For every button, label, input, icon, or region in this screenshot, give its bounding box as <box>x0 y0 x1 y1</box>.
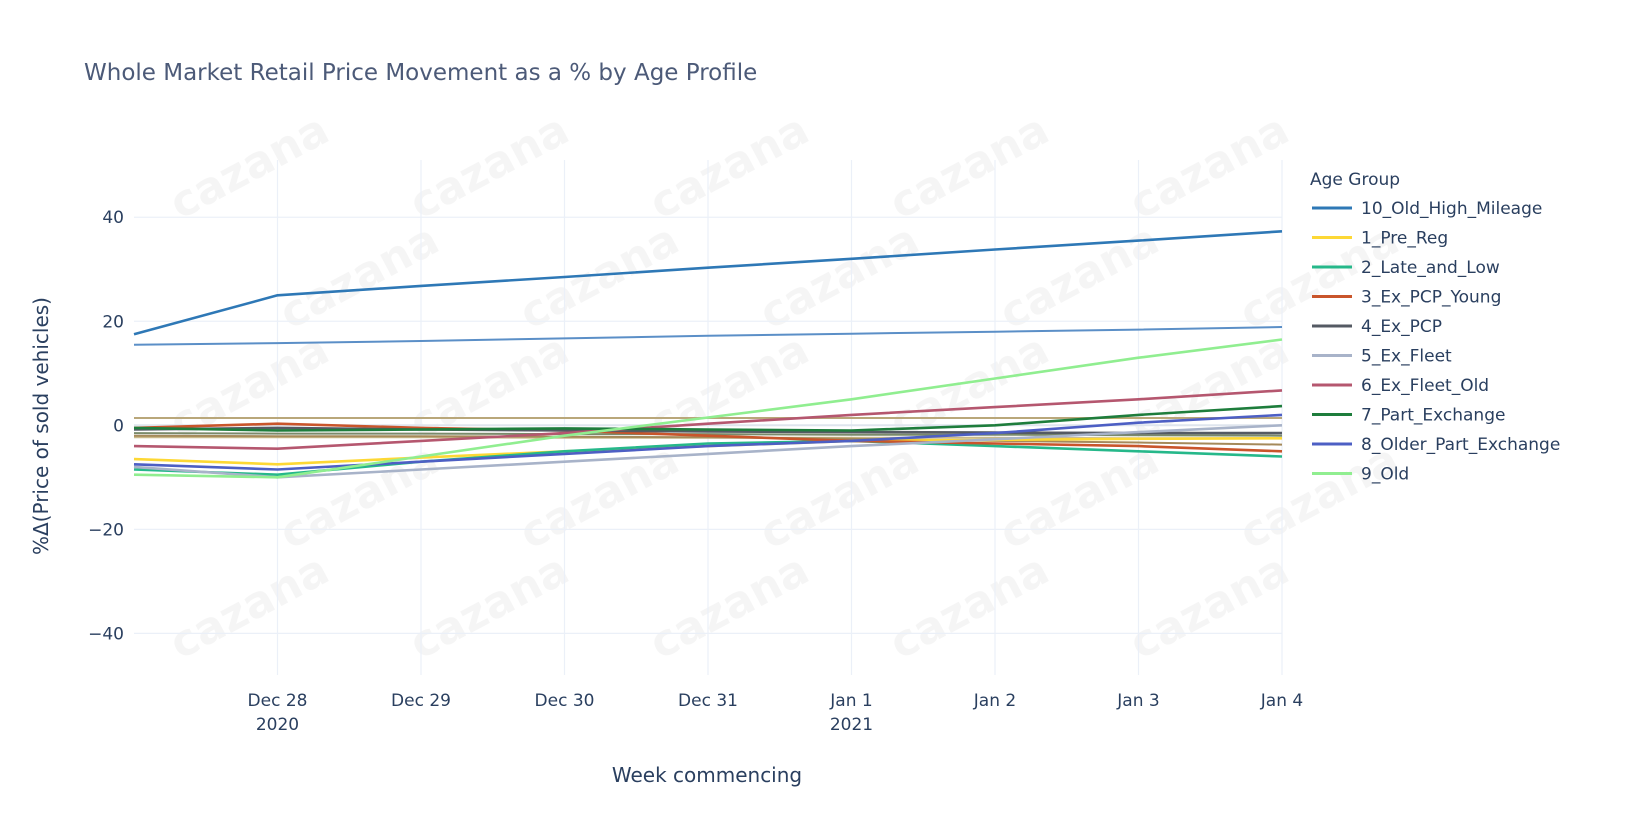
series-line-unlabeled[interactable] <box>133 434 1283 446</box>
watermark-text: cazana <box>401 544 577 670</box>
x-tick-label: Jan 3 <box>1116 691 1159 711</box>
x-tick-year-label: 2020 <box>256 715 299 735</box>
legend-label: 2_Late_and_Low <box>1361 258 1500 278</box>
series-line-3-ex-pcp-young[interactable] <box>133 422 1283 453</box>
watermark-text: cazana <box>881 544 1057 670</box>
watermark-text: cazana <box>881 104 1057 230</box>
watermark-text: cazana <box>641 544 817 670</box>
x-tick-label: Dec 30 <box>535 691 595 711</box>
legend-label: 9_Old <box>1361 465 1409 485</box>
watermark-text: cazana <box>991 434 1167 560</box>
x-tick-year-label: 2021 <box>830 715 873 735</box>
watermark-text: cazana <box>751 434 927 560</box>
y-tick-label: −20 <box>88 520 124 540</box>
legend-label: 5_Ex_Fleet <box>1361 347 1452 367</box>
chart-title: Whole Market Retail Price Movement as a … <box>84 60 757 86</box>
legend-label: 1_Pre_Reg <box>1361 229 1448 249</box>
watermark-text: cazana <box>401 104 577 230</box>
x-tick-label: Jan 2 <box>973 691 1016 711</box>
legend-label: 4_Ex_PCP <box>1361 317 1442 337</box>
x-tick-label: Jan 4 <box>1260 691 1303 711</box>
y-tick-label: 40 <box>102 208 124 228</box>
series-line-8-older-part-exchange[interactable] <box>133 413 1283 471</box>
x-tick-label: Dec 31 <box>678 691 738 711</box>
x-tick-label: Jan 1 <box>829 691 872 711</box>
legend-item[interactable]: 3_Ex_PCP_Young <box>1312 288 1501 308</box>
series-line-9-old[interactable] <box>133 338 1283 479</box>
legend-item[interactable]: 4_Ex_PCP <box>1312 317 1442 337</box>
y-axis-ticks: 40 20 0 −20 −40 <box>88 208 124 644</box>
legend-label: 3_Ex_PCP_Young <box>1361 288 1501 308</box>
y-tick-label: −40 <box>88 624 124 644</box>
series-line-7-part-exchange[interactable] <box>133 404 1283 432</box>
legend-item[interactable]: 9_Old <box>1312 465 1409 485</box>
x-axis-ticks: Dec 28 2020 Dec 29 Dec 30 Dec 31 Jan 1 2021 Jan… <box>248 691 1304 735</box>
series-line-10-old-high-mileage[interactable] <box>133 230 1283 336</box>
watermark-text: cazana <box>1121 104 1297 230</box>
series-line-unlabeled[interactable] <box>133 326 1283 346</box>
series-line-5-ex-fleet[interactable] <box>133 424 1283 479</box>
legend-item[interactable]: 7_Part_Exchange <box>1312 406 1505 426</box>
series-lines <box>133 230 1283 479</box>
y-axis-title: %Δ(Price of sold vehicles) <box>29 297 53 555</box>
legend-title: Age Group <box>1310 170 1400 190</box>
x-tick-label: Dec 28 <box>248 691 308 711</box>
series-line-4-ex-pcp[interactable] <box>133 426 1282 435</box>
watermark-text: cazana <box>641 104 817 230</box>
legend-item[interactable]: 10_Old_High_Mileage <box>1312 199 1542 219</box>
x-tick-label: Dec 29 <box>391 691 451 711</box>
legend-label: 10_Old_High_Mileage <box>1361 199 1542 219</box>
x-axis-title: Week commencing <box>612 763 802 787</box>
series-line-6-ex-fleet-old[interactable] <box>133 389 1283 451</box>
legend-item[interactable]: 8_Older_Part_Exchange <box>1312 435 1560 455</box>
watermark-text: cazana <box>161 104 337 230</box>
watermark-layer: cazanacazanacazanacazanacazanacazanacaza… <box>161 104 1407 670</box>
legend-items[interactable]: 10_Old_High_Mileage 1_Pre_Reg 2_Late_and_L… <box>1312 199 1560 485</box>
legend-label: 8_Older_Part_Exchange <box>1361 435 1560 455</box>
legend-item[interactable]: 6_Ex_Fleet_Old <box>1312 376 1489 396</box>
legend-item[interactable]: 1_Pre_Reg <box>1312 229 1448 249</box>
y-tick-label: 0 <box>113 416 124 436</box>
legend[interactable]: Age Group 10_Old_High_Mileage 1_Pre_Reg 2_… <box>1310 170 1560 485</box>
legend-label: 7_Part_Exchange <box>1361 406 1505 426</box>
watermark-text: cazana <box>1121 544 1297 670</box>
legend-item[interactable]: 5_Ex_Fleet <box>1312 347 1452 367</box>
watermark-text: cazana <box>161 544 337 670</box>
legend-item[interactable]: 2_Late_and_Low <box>1312 258 1500 278</box>
y-tick-label: 20 <box>102 312 124 332</box>
legend-label: 6_Ex_Fleet_Old <box>1361 376 1489 396</box>
